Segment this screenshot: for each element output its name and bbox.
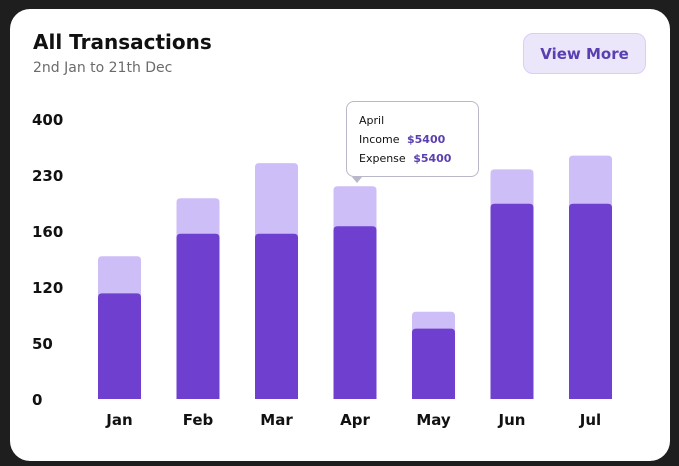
y-tick-label: 160: [32, 223, 63, 241]
tooltip-income-row: Income $5400: [359, 130, 478, 149]
bar-segment-light[interactable]: [98, 256, 141, 298]
bar-segment-light[interactable]: [333, 186, 377, 231]
tooltip-caret: [352, 177, 362, 183]
date-range-subtitle: 2nd Jan to 21th Dec: [33, 60, 173, 76]
card-title: All Transactions: [33, 30, 212, 54]
bar-segment-dark[interactable]: [98, 293, 141, 399]
bar-segment-dark[interactable]: [569, 203, 612, 399]
x-category-label: Jun: [498, 411, 526, 429]
view-more-button[interactable]: View More: [523, 33, 646, 74]
tooltip-income-value: $5400: [406, 133, 446, 146]
bar-segment-light[interactable]: [412, 311, 455, 333]
y-tick-label: 50: [32, 335, 53, 353]
tooltip-expense-label: Expense: [359, 152, 406, 165]
tooltip-income-label: Income: [359, 133, 400, 146]
tooltip-expense-row: Expense $5400: [359, 149, 478, 168]
y-tick-label: 230: [32, 167, 63, 185]
x-category-label: Jul: [579, 411, 601, 429]
bar-segment-dark[interactable]: [412, 328, 455, 399]
x-category-label: Apr: [340, 411, 370, 429]
x-category-label: Feb: [183, 411, 214, 429]
bar-segment-light[interactable]: [255, 163, 298, 238]
bar-segment-light[interactable]: [569, 155, 612, 208]
tooltip-expense-value: $5400: [413, 152, 452, 165]
transactions-card: All Transactions 2nd Jan to 21th Dec Vie…: [10, 9, 670, 461]
bar-segment-light[interactable]: [490, 169, 534, 208]
bar-segment-dark[interactable]: [333, 226, 377, 399]
x-category-label: Jan: [105, 411, 132, 429]
bar-segment-dark[interactable]: [490, 203, 534, 399]
y-tick-label: 400: [32, 111, 63, 129]
x-category-label: May: [416, 411, 451, 429]
y-tick-label: 0: [32, 391, 42, 409]
bar-segment-light[interactable]: [176, 198, 220, 238]
tooltip-month: April: [359, 114, 385, 127]
bar-segment-dark[interactable]: [255, 233, 298, 399]
x-category-label: Mar: [260, 411, 293, 429]
chart-tooltip: April Income $5400 Expense $5400: [346, 101, 479, 177]
y-tick-label: 120: [32, 279, 63, 297]
bar-chart: 0 50 120 160 230 400 Jan Feb Mar Apr May Jun Jul: [32, 111, 612, 429]
bar-segment-dark[interactable]: [176, 233, 220, 399]
